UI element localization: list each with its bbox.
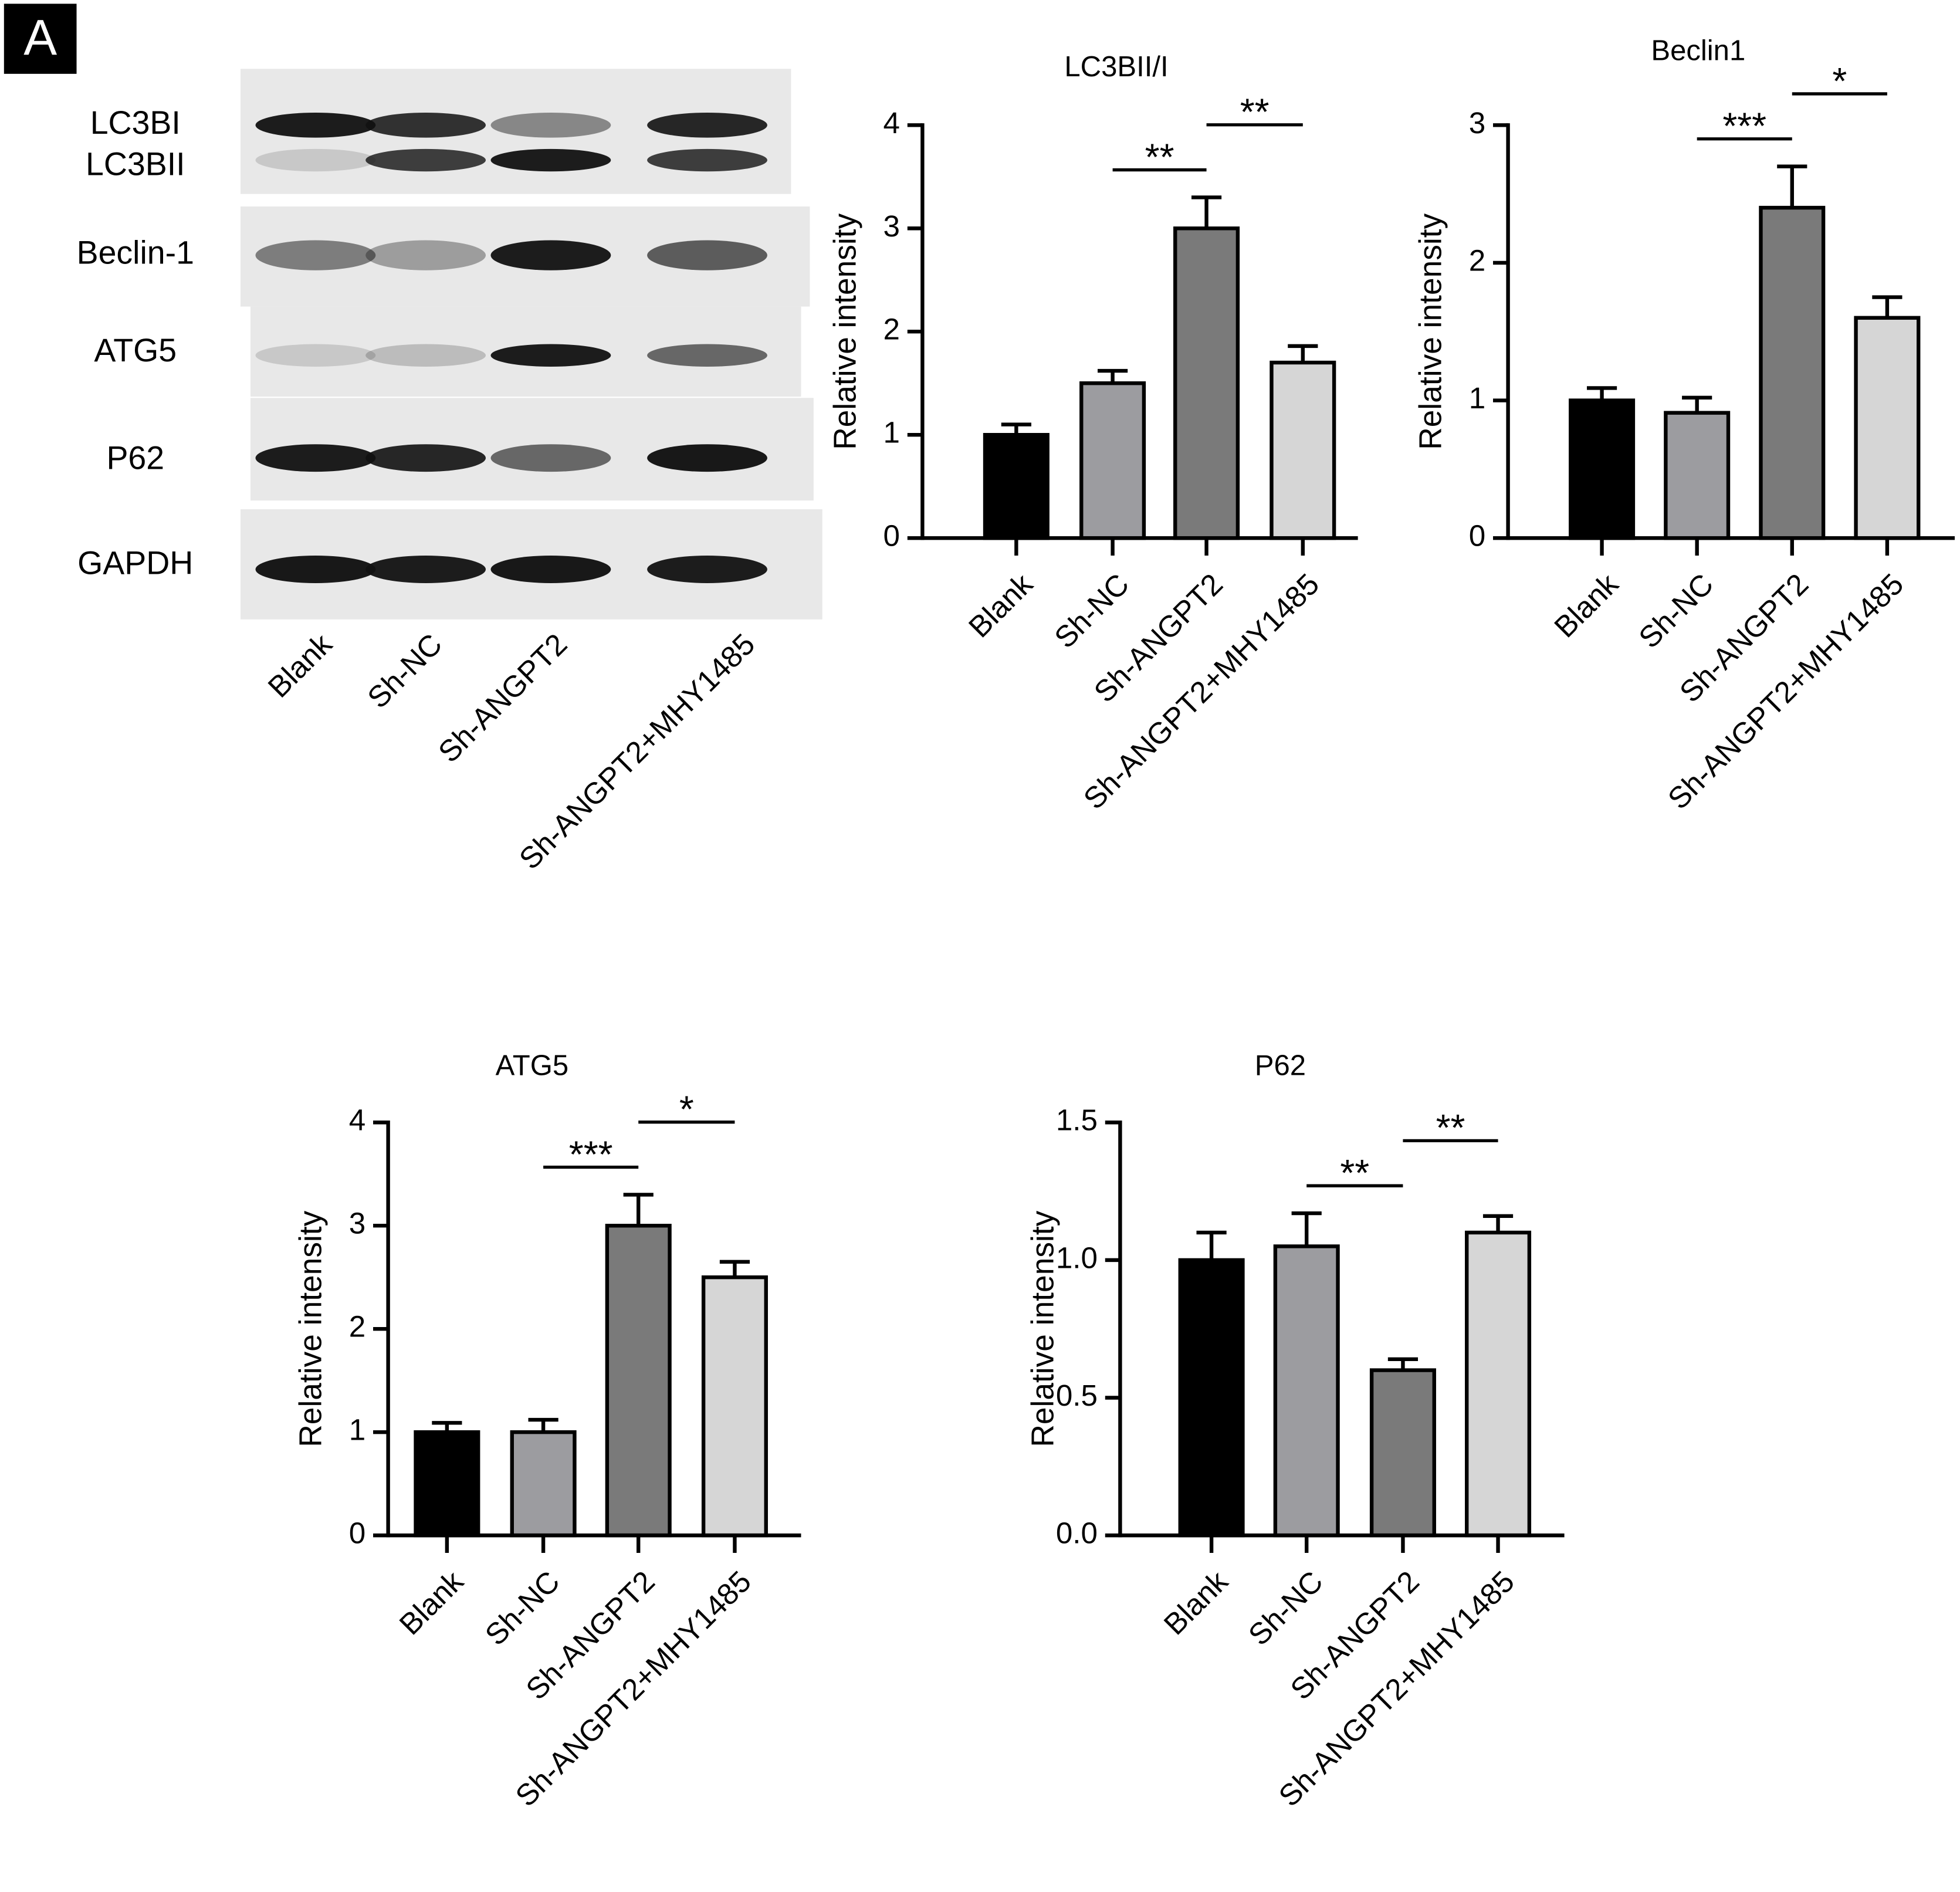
- y-tick-label: 3: [883, 209, 900, 243]
- y-tick-label: 3: [349, 1207, 365, 1240]
- y-tick-label: 1.5: [1056, 1104, 1098, 1137]
- blot-row-label: LC3BII: [86, 145, 185, 182]
- bar: [1270, 360, 1336, 540]
- bar: [1369, 1368, 1436, 1538]
- blot-band: [647, 148, 767, 172]
- blot-band: [490, 556, 611, 583]
- y-tick-label: 3: [1469, 106, 1485, 140]
- blot-band: [490, 444, 611, 472]
- bar: [510, 1430, 577, 1538]
- y-tick-label: 0: [349, 1517, 365, 1550]
- bar: [605, 1224, 672, 1538]
- significance-label: *: [679, 1088, 694, 1131]
- blot-band: [255, 344, 376, 367]
- y-axis-label: Relative intensity: [1025, 1210, 1060, 1447]
- y-tick-label: 0.0: [1056, 1517, 1098, 1550]
- bar: [1178, 1258, 1245, 1538]
- blot-band: [255, 444, 376, 472]
- blot-band: [490, 112, 611, 138]
- blot-band: [647, 344, 767, 367]
- bar: [1854, 316, 1921, 540]
- significance-label: **: [1240, 91, 1270, 133]
- significance-label: ***: [569, 1133, 613, 1175]
- bar: [414, 1430, 480, 1538]
- bar: [983, 432, 1050, 540]
- blot-band: [490, 344, 611, 367]
- y-tick-label: 4: [883, 106, 900, 140]
- significance-label: **: [1436, 1106, 1465, 1149]
- significance-label: **: [1145, 136, 1174, 178]
- bar: [1465, 1230, 1532, 1538]
- blot-band: [647, 556, 767, 583]
- blot-row-label: GAPDH: [77, 545, 193, 581]
- blot-row-label: P62: [106, 440, 164, 476]
- chart-title: Beclin1: [1651, 35, 1745, 67]
- blot-band: [365, 444, 486, 472]
- blot-row-label: ATG5: [94, 332, 177, 368]
- y-tick-label: 1.0: [1056, 1241, 1098, 1274]
- y-tick-label: 4: [349, 1104, 365, 1137]
- blot-band: [365, 556, 486, 583]
- bar: [1664, 411, 1731, 540]
- chart-title: P62: [1255, 1050, 1306, 1081]
- y-tick-label: 0: [1469, 519, 1485, 553]
- chart-title: LC3BII/I: [1064, 51, 1168, 83]
- significance-label: *: [1832, 60, 1847, 102]
- blot-band: [255, 148, 376, 172]
- y-axis-label: Relative intensity: [828, 213, 862, 449]
- blot-band: [255, 240, 376, 270]
- bar: [701, 1275, 768, 1538]
- bar: [1759, 205, 1826, 540]
- y-tick-label: 0.5: [1056, 1379, 1098, 1412]
- bar: [1079, 381, 1146, 540]
- y-tick-label: 2: [349, 1310, 365, 1343]
- panel-label: A: [23, 10, 57, 66]
- blot-band: [255, 556, 376, 583]
- y-tick-label: 1: [883, 416, 900, 449]
- panel-label-box: [4, 4, 77, 74]
- bar: [1173, 226, 1240, 540]
- blot-band: [365, 344, 486, 367]
- bar: [1273, 1244, 1340, 1538]
- blot-band: [365, 240, 486, 270]
- blot-band: [365, 148, 486, 172]
- blot-row-label: LC3BI: [90, 104, 181, 141]
- blot-band: [647, 444, 767, 472]
- blot-band: [490, 240, 611, 270]
- y-tick-label: 2: [1469, 243, 1485, 277]
- blot-band: [647, 112, 767, 138]
- y-axis-label: Relative intensity: [294, 1210, 329, 1447]
- blot-row-label: Beclin-1: [77, 235, 194, 271]
- y-tick-label: 1: [1469, 381, 1485, 415]
- chart-title: ATG5: [496, 1050, 568, 1081]
- blot-band: [255, 112, 376, 138]
- blot-band: [365, 112, 486, 138]
- y-tick-label: 1: [349, 1413, 365, 1447]
- bar: [1569, 398, 1636, 540]
- y-tick-label: 2: [883, 313, 900, 346]
- significance-label: **: [1340, 1152, 1369, 1194]
- blot-band: [647, 240, 767, 270]
- y-axis-label: Relative intensity: [1414, 213, 1448, 449]
- y-tick-label: 0: [883, 519, 900, 553]
- blot-band: [490, 148, 611, 172]
- significance-label: ***: [1722, 105, 1766, 147]
